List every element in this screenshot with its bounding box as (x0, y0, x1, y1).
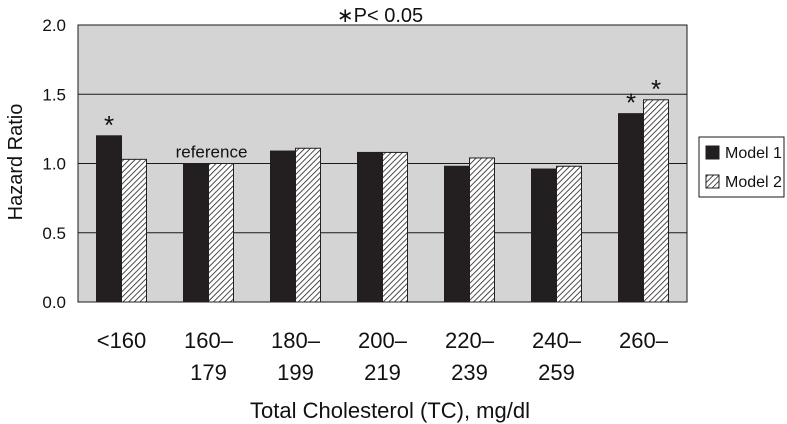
bar (618, 113, 644, 303)
x-tick-label: 220– (445, 328, 495, 353)
x-tick-label: 180– (271, 328, 321, 353)
y-tick-label: 1.5 (42, 85, 66, 104)
bar (556, 165, 582, 303)
x-tick-label: 259 (538, 360, 575, 385)
x-tick-label: 260– (619, 328, 669, 353)
bar (382, 151, 408, 303)
x-tick-label: <160 (97, 328, 147, 353)
bar (183, 163, 209, 303)
y-tick-label: 2.0 (42, 16, 66, 35)
legend-label-model-1: Model 1 (725, 145, 782, 162)
bar (96, 135, 122, 303)
bar (469, 157, 495, 303)
legend-label-model-2: Model 2 (725, 174, 782, 191)
legend-swatch-model-2 (705, 174, 720, 189)
y-tick-label: 1.0 (42, 155, 66, 174)
significance-star: * (104, 110, 114, 140)
bar (295, 147, 321, 303)
x-tick-label: 240– (532, 328, 582, 353)
reference-annotation: reference (176, 143, 248, 162)
labels: 0.0 0.5 1.0 1.5 2.0 * <160 160– 179 180– 199 200– 21… (42, 16, 668, 385)
y-tick-label: 0.5 (42, 224, 66, 243)
chart-title: ∗P< 0.05 (337, 5, 423, 27)
bar (643, 99, 669, 303)
bars (96, 99, 669, 303)
legend-swatch-model-1 (705, 145, 720, 160)
significance-star: * (651, 74, 661, 104)
bar (531, 168, 557, 303)
x-tick-label: 160– (184, 328, 234, 353)
legend: Model 1 Model 2 (698, 136, 785, 198)
x-tick-label: 200– (358, 328, 408, 353)
bar (444, 165, 470, 303)
x-axis-title: Total Cholesterol (TC), mg/dl (250, 398, 530, 423)
x-tick-label: 179 (190, 360, 227, 385)
bar (357, 151, 383, 303)
bar (270, 150, 296, 303)
x-tick-label: 219 (364, 360, 401, 385)
x-tick-label: 239 (451, 360, 488, 385)
y-axis-title: Hazard Ratio (5, 104, 27, 221)
y-tick-label: 0.0 (42, 293, 66, 312)
bar (121, 158, 147, 303)
bar (208, 163, 234, 303)
x-tick-label: 199 (277, 360, 314, 385)
significance-star: * (626, 88, 636, 118)
